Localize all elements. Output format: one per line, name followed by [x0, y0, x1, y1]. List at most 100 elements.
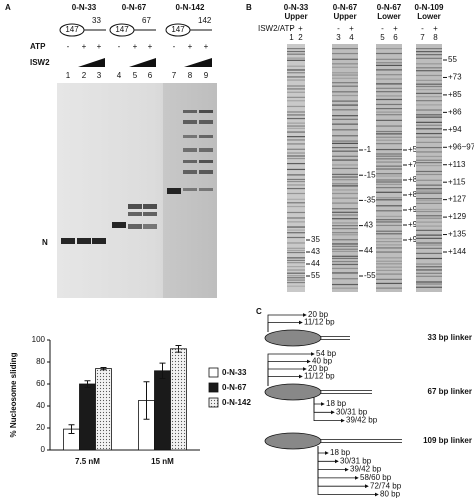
size-marker: -55 [364, 271, 376, 280]
gel-band [416, 217, 442, 219]
gel-band [287, 198, 305, 200]
gel-band [287, 125, 305, 127]
gel-band [332, 82, 358, 84]
site-label: 54 bp [316, 349, 337, 358]
x-tick-label: 15 nM [151, 457, 174, 466]
site-arrow [267, 367, 307, 386]
lane-number: 9 [204, 71, 209, 80]
size-marker: +55 [408, 145, 422, 154]
gel-band [376, 173, 402, 175]
gel-band [332, 94, 358, 97]
gel-band [416, 184, 442, 186]
atp-sign: + [204, 42, 209, 51]
atp-sign: + [133, 42, 138, 51]
gel-subtitle: Lower [377, 12, 401, 21]
lane-number: 7 [420, 33, 425, 42]
isw2-wedge [184, 58, 212, 67]
gel-band [376, 187, 402, 189]
gel-band [332, 250, 358, 252]
gel-band [376, 136, 402, 138]
gel-band [199, 135, 213, 138]
gel-band [332, 225, 358, 227]
gel-band [376, 130, 402, 133]
error-bar [143, 381, 150, 420]
size-marker: +94 [448, 125, 462, 134]
gel-band [332, 147, 358, 149]
gel-band [416, 164, 442, 167]
gel-band [332, 77, 358, 79]
site-label: 80 bp [380, 490, 401, 499]
gel-band [332, 208, 358, 210]
atp-sign: - [67, 42, 70, 51]
gel-band [376, 205, 402, 207]
gel-band [332, 109, 358, 111]
gel-band [376, 83, 402, 85]
gel-band [416, 269, 442, 271]
gel-band [416, 266, 442, 268]
gel-band [332, 202, 358, 204]
gel-band [287, 53, 305, 55]
lane-number: 1 [66, 71, 71, 80]
gel-band [287, 229, 305, 231]
gel-band [128, 212, 142, 216]
error-bar [159, 362, 166, 379]
gel-band [376, 233, 402, 235]
gel-title: 0-N-33 [284, 3, 309, 12]
lane-sign: - [337, 24, 340, 33]
lane-number: 4 [117, 71, 122, 80]
gel-band [199, 120, 213, 124]
linker-length: 142 [198, 16, 212, 25]
isw2-label: ISW2 [30, 58, 50, 67]
gel-band [332, 129, 358, 131]
gel-band [416, 79, 442, 81]
size-marker: +96~97 [448, 142, 474, 151]
legend-label: 0-N-142 [222, 398, 251, 407]
gel-band [332, 211, 358, 213]
gel-band [376, 91, 402, 93]
gel-band [416, 74, 442, 77]
site-label: 72/74 bp [370, 481, 402, 490]
gel-band [416, 151, 442, 153]
gel-band [416, 275, 442, 277]
size-marker: 44 [364, 246, 373, 255]
gel-band [376, 74, 402, 76]
site-label: 40 bp [312, 357, 333, 366]
gel-band [332, 58, 358, 60]
linker-label: 33 bp linker [428, 333, 472, 342]
lane-number: 4 [349, 33, 354, 42]
gel-band [416, 198, 442, 200]
gel-band [287, 162, 305, 165]
site-arrow [267, 313, 307, 332]
gel-band [287, 277, 305, 279]
size-marker: +97 [408, 235, 422, 244]
gel-band [376, 238, 402, 240]
gel-band [376, 219, 402, 221]
gel-band [332, 287, 358, 289]
gel-band [332, 91, 358, 93]
gel-band [376, 251, 402, 253]
gel-band [287, 232, 305, 234]
gel-band [332, 245, 358, 247]
site-arrow [313, 397, 345, 423]
gel-band [287, 155, 305, 157]
gel-band [287, 48, 305, 50]
gel-band [376, 64, 402, 67]
gel-band [287, 50, 305, 53]
gel-band [416, 192, 442, 194]
atp-sign: + [148, 42, 153, 51]
gel-band [143, 204, 157, 209]
gel-band [287, 111, 305, 113]
gel-band [376, 148, 402, 151]
gel-band [416, 48, 442, 50]
gel-band [376, 273, 402, 275]
gel-band [332, 234, 358, 236]
gel-band [332, 185, 358, 187]
gel-band [332, 150, 358, 152]
gel-band [416, 54, 442, 56]
gel-band [112, 222, 126, 228]
gel-band [128, 204, 142, 209]
gel-band [376, 263, 402, 265]
gel-band [332, 85, 358, 87]
gel-band [287, 72, 305, 74]
